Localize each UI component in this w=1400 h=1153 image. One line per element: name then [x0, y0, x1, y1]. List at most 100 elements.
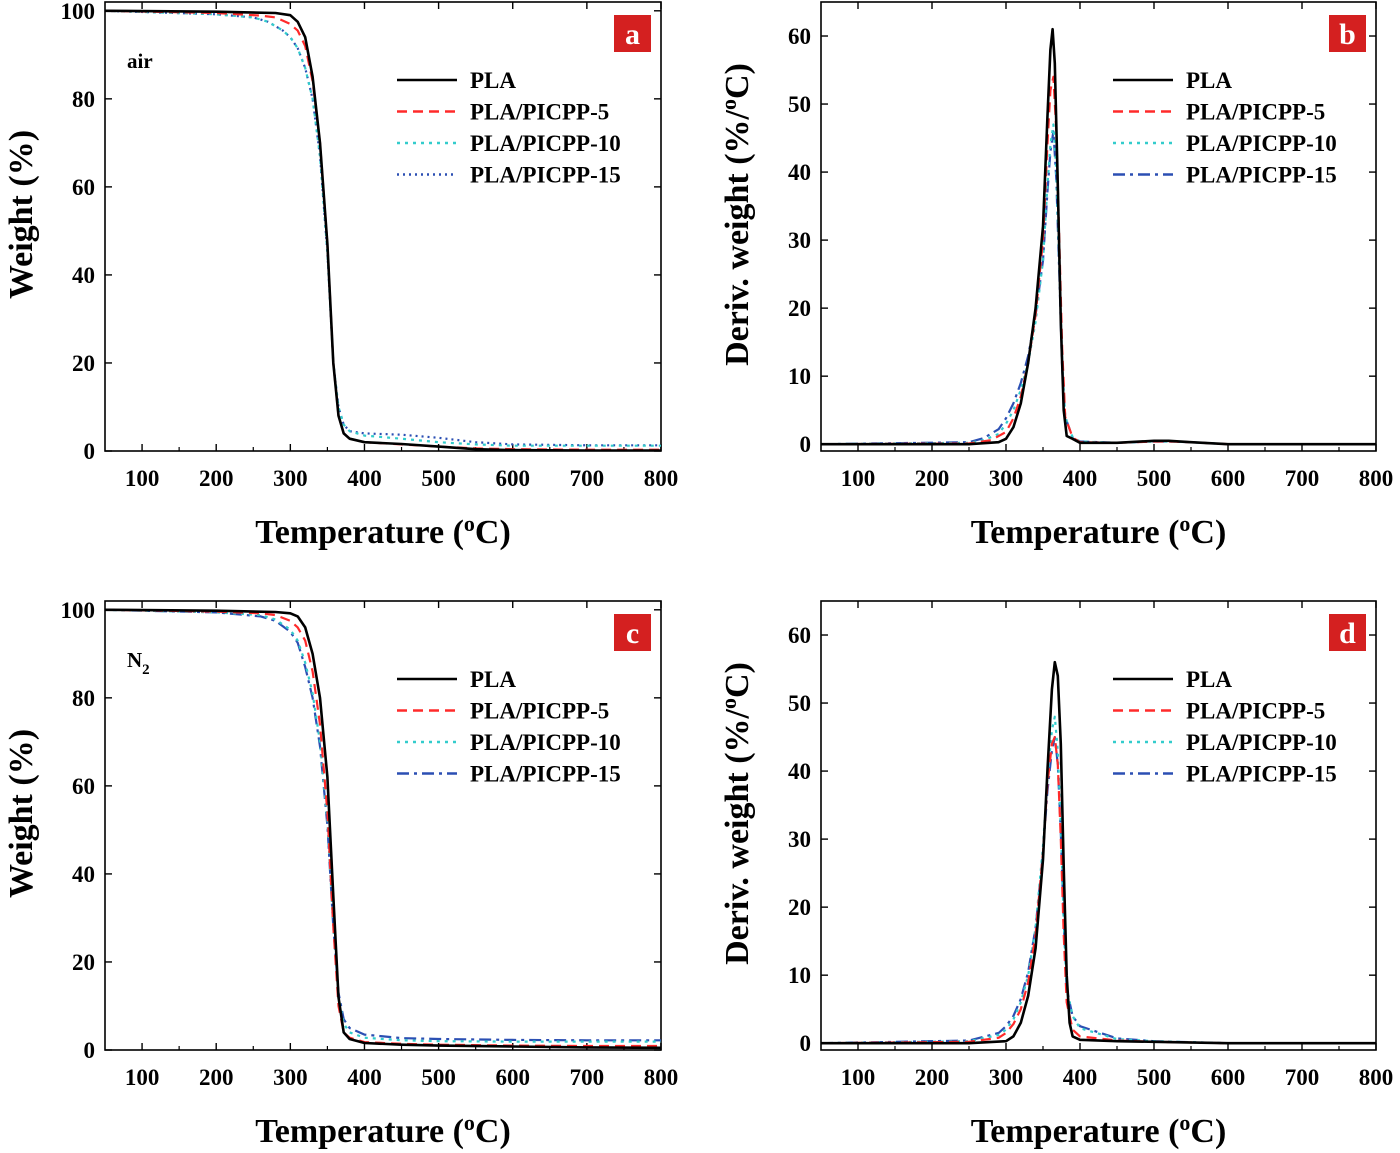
series-group: [821, 660, 1376, 1045]
x-tick-label: 200: [199, 466, 234, 491]
y-axis-title-main: Weight (%): [3, 130, 40, 299]
panel-badge-label: a: [625, 18, 640, 51]
y-tick-label: 10: [788, 364, 811, 389]
panel-b-deriv-weight-air: 100 200 300 400 500 600 700 800 0 10 20 30 40 50 60 Tem…: [716, 1, 1394, 551]
x-tick-label: 300: [989, 466, 1024, 491]
x-tick-label: 300: [273, 466, 308, 491]
panel-badge-label: b: [1339, 18, 1356, 51]
y-tick-label: 60: [788, 623, 811, 648]
panel-c-weight-n2: 100 200 300 400 500 600 700 800 0 20 40 60 80 100 Temp…: [3, 598, 678, 1150]
y-tick-label: 30: [788, 228, 811, 253]
y-tick-label: 20: [788, 296, 811, 321]
y-tick-label: 80: [72, 87, 95, 112]
x-tick-label: 200: [915, 466, 950, 491]
y-tick-label: 0: [84, 439, 96, 464]
panel-a-weight-air: 100 200 300 400 500 600 700 800 0 20 40 60 80 100 Temp…: [3, 0, 678, 551]
x-axis-title-main: Temperature (: [971, 514, 1180, 551]
legend-label: PLA/PICPP-15: [1186, 762, 1337, 787]
x-tick-label: 100: [841, 1065, 876, 1090]
y-axis-title-sup: o: [716, 99, 741, 110]
x-tick-label: 100: [125, 1065, 160, 1090]
x-axis-title-main: Temperature (: [255, 1113, 464, 1150]
y-tick-label: 0: [800, 432, 812, 457]
y-axis-title-main: Deriv. weight (%/: [719, 109, 756, 365]
legend-label: PLA/PICPP-10: [470, 730, 621, 755]
x-tick-label: 600: [1211, 466, 1246, 491]
y-tick-label: 10: [788, 963, 811, 988]
y-axis-title-tail: C): [719, 662, 756, 698]
x-tick-label: 200: [199, 1065, 234, 1090]
x-tick-label: 600: [1211, 1065, 1246, 1090]
y-tick-label: 100: [61, 598, 96, 623]
x-tick-label: 500: [421, 1065, 456, 1090]
x-tick-label: 600: [495, 466, 530, 491]
x-tick-label: 300: [989, 1065, 1024, 1090]
series-line-pla-picpp-5: [105, 608, 661, 1048]
plot-frame: [104, 600, 662, 1051]
x-axis-title-tail: C): [1190, 1113, 1226, 1150]
series-line-pla-picpp-15: [105, 9, 661, 447]
series-group: [821, 27, 1376, 446]
x-tick-label: 100: [125, 466, 160, 491]
y-axis-title-main: Deriv. weight (%/: [719, 708, 756, 964]
x-tick-label: 600: [495, 1065, 530, 1090]
legend-label: PLA/PICPP-15: [470, 163, 621, 188]
y-tick-label: 50: [788, 691, 811, 716]
legend-label: PLA/PICPP-10: [470, 131, 621, 156]
legend-label: PLA: [470, 68, 516, 93]
x-axis-title-sup: o: [464, 1110, 475, 1135]
atmosphere-label-main: N: [127, 648, 142, 672]
x-tick-label: 400: [1063, 1065, 1098, 1090]
legend-label: PLA/PICPP-15: [470, 762, 621, 787]
x-tick-label: 400: [347, 1065, 382, 1090]
y-axis-title: Weight (%): [3, 729, 40, 898]
x-axis-title-sup: o: [1179, 1110, 1190, 1135]
panel-badge: [1329, 15, 1366, 52]
panel-d-deriv-weight-n2: 100 200 300 400 500 600 700 800 0 10 20 30 40 50 60 Tem…: [716, 600, 1393, 1150]
x-tick-label: 500: [421, 466, 456, 491]
panel-badge: [614, 614, 651, 651]
y-axis-title-tail: C): [719, 63, 756, 99]
x-tick-label: 700: [1285, 466, 1320, 491]
y-tick-label: 40: [788, 759, 811, 784]
series-group: [105, 608, 661, 1050]
series-line-pla-picpp-10: [821, 715, 1376, 1045]
x-axis-title: Temperature (oC): [255, 1110, 511, 1150]
y-tick-label: 40: [72, 862, 95, 887]
atmosphere-label-sub: 2: [142, 662, 150, 678]
x-tick-label: 500: [1137, 466, 1172, 491]
series-group: [105, 9, 661, 451]
x-tick-label: 100: [841, 466, 876, 491]
panel-badge: [1329, 614, 1366, 651]
series-line-pla-picpp-15: [821, 130, 1376, 446]
legend-label: PLA/PICPP-5: [470, 100, 609, 125]
x-axis-title-tail: C): [475, 1113, 511, 1150]
x-axis-title-sup: o: [464, 511, 475, 536]
x-tick-label: 400: [1063, 466, 1098, 491]
panel-badge: [614, 15, 651, 52]
y-tick-label: 50: [788, 92, 811, 117]
y-tick-label: 0: [800, 1031, 812, 1056]
series-line-pla-picpp-5: [105, 9, 661, 451]
series-line-pla-picpp-10: [105, 9, 661, 447]
series-line-pla: [105, 608, 661, 1050]
legend-label: PLA/PICPP-5: [1186, 100, 1325, 125]
y-tick-label: 40: [72, 263, 95, 288]
x-tick-label: 400: [347, 466, 382, 491]
plot-frame: [820, 1, 1377, 452]
legend-label: PLA: [470, 667, 516, 692]
y-axis-title: Deriv. weight (%/oC): [716, 63, 756, 366]
x-tick-label: 300: [273, 1065, 308, 1090]
x-tick-label: 800: [1359, 466, 1394, 491]
legend-label: PLA: [1186, 667, 1232, 692]
x-tick-label: 200: [915, 1065, 950, 1090]
legend-label: PLA/PICPP-5: [1186, 699, 1325, 724]
x-axis-title: Temperature (oC): [255, 511, 511, 551]
x-axis-title-tail: C): [1190, 514, 1226, 551]
legend-label: PLA/PICPP-10: [1186, 131, 1337, 156]
series-line-pla: [105, 9, 661, 451]
x-axis-title: Temperature (oC): [971, 1110, 1227, 1150]
x-tick-label: 500: [1137, 1065, 1172, 1090]
y-tick-label: 20: [788, 895, 811, 920]
